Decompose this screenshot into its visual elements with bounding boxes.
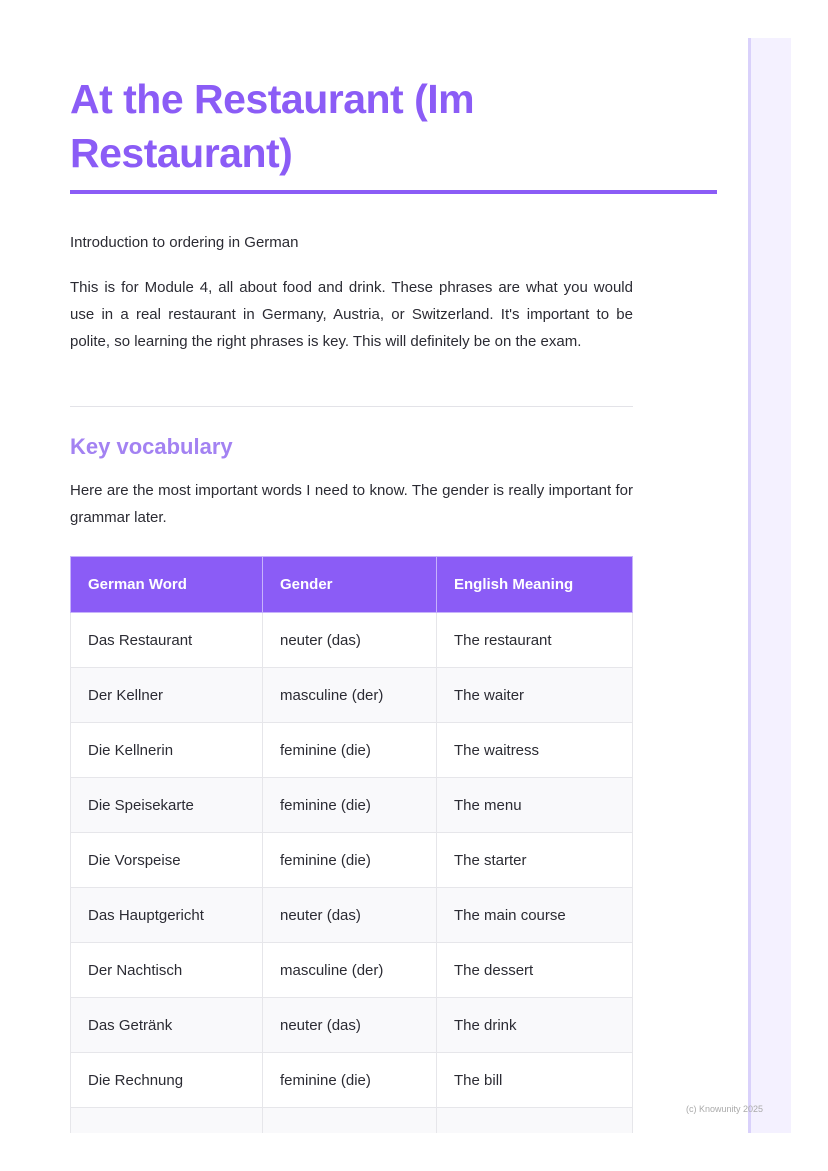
table-cell [70,1107,263,1133]
section-heading: Key vocabulary [70,434,233,459]
table-cell: The waitress [436,722,633,778]
column-header: Gender [262,556,437,613]
table-cell: masculine (der) [262,667,437,723]
table-cell: The main course [436,887,633,943]
column-header: English Meaning [436,556,633,613]
table-cell: Der Kellner [70,667,263,723]
table-cell [436,1107,633,1133]
table-cell: feminine (die) [262,832,437,888]
title-underline [70,190,717,194]
table-row: Die Speisekarte feminine (die) The menu [70,777,633,833]
table-cell: The menu [436,777,633,833]
table-cell: Die Vorspeise [70,832,263,888]
table-row: Die Rechnung feminine (die) The bill [70,1052,633,1108]
document-page: At the Restaurant (Im Restaurant) Introd… [70,0,717,1133]
table-cell: Der Nachtisch [70,942,263,998]
table-cell: feminine (die) [262,1052,437,1108]
table-cell: Die Kellnerin [70,722,263,778]
table-cell: Das Hauptgericht [70,887,263,943]
table-row: Der Kellner masculine (der) The waiter [70,667,633,723]
intro-text: Introduction to ordering in German [70,234,299,251]
table-cell: Das Restaurant [70,612,263,668]
table-row [70,1107,633,1133]
table-row: Das Getränk neuter (das) The drink [70,997,633,1053]
table-row: Das Restaurant neuter (das) The restaurant [70,612,633,668]
column-header: German Word [70,556,263,613]
section-paragraph: Here are the most important words I need… [70,482,633,526]
copyright-footer: (c) Knowunity 2025 [686,1104,764,1114]
table-cell: Das Getränk [70,997,263,1053]
table-row: Die Kellnerin feminine (die) The waitress [70,722,633,778]
table-cell: The restaurant [436,612,633,668]
table-cell: feminine (die) [262,777,437,833]
table-cell: neuter (das) [262,887,437,943]
table-cell: The bill [436,1052,633,1108]
table-cell: neuter (das) [262,997,437,1053]
intro-paragraph: This is for Module 4, all about food and… [70,279,633,350]
table-cell [262,1107,437,1133]
table-cell: Die Rechnung [70,1052,263,1108]
table-cell: The waiter [436,667,633,723]
page-title: At the Restaurant (Im Restaurant) [70,76,475,176]
table-row: Das Hauptgericht neuter (das) The main cou… [70,887,633,943]
table-cell: neuter (das) [262,612,437,668]
table-row: Die Vorspeise feminine (die) The starter [70,832,633,888]
table-cell: feminine (die) [262,722,437,778]
table-header-row: German Word Gender English Meaning [70,556,633,613]
table-row: Der Nachtisch masculine (der) The dessert [70,942,633,998]
table-cell: masculine (der) [262,942,437,998]
vocabulary-table: German Word Gender English Meaning Das R… [70,556,633,1133]
table-cell: The starter [436,832,633,888]
table-cell: The dessert [436,942,633,998]
table-cell: Die Speisekarte [70,777,263,833]
side-panel [748,38,791,1133]
divider [70,406,633,407]
table-cell: The drink [436,997,633,1053]
